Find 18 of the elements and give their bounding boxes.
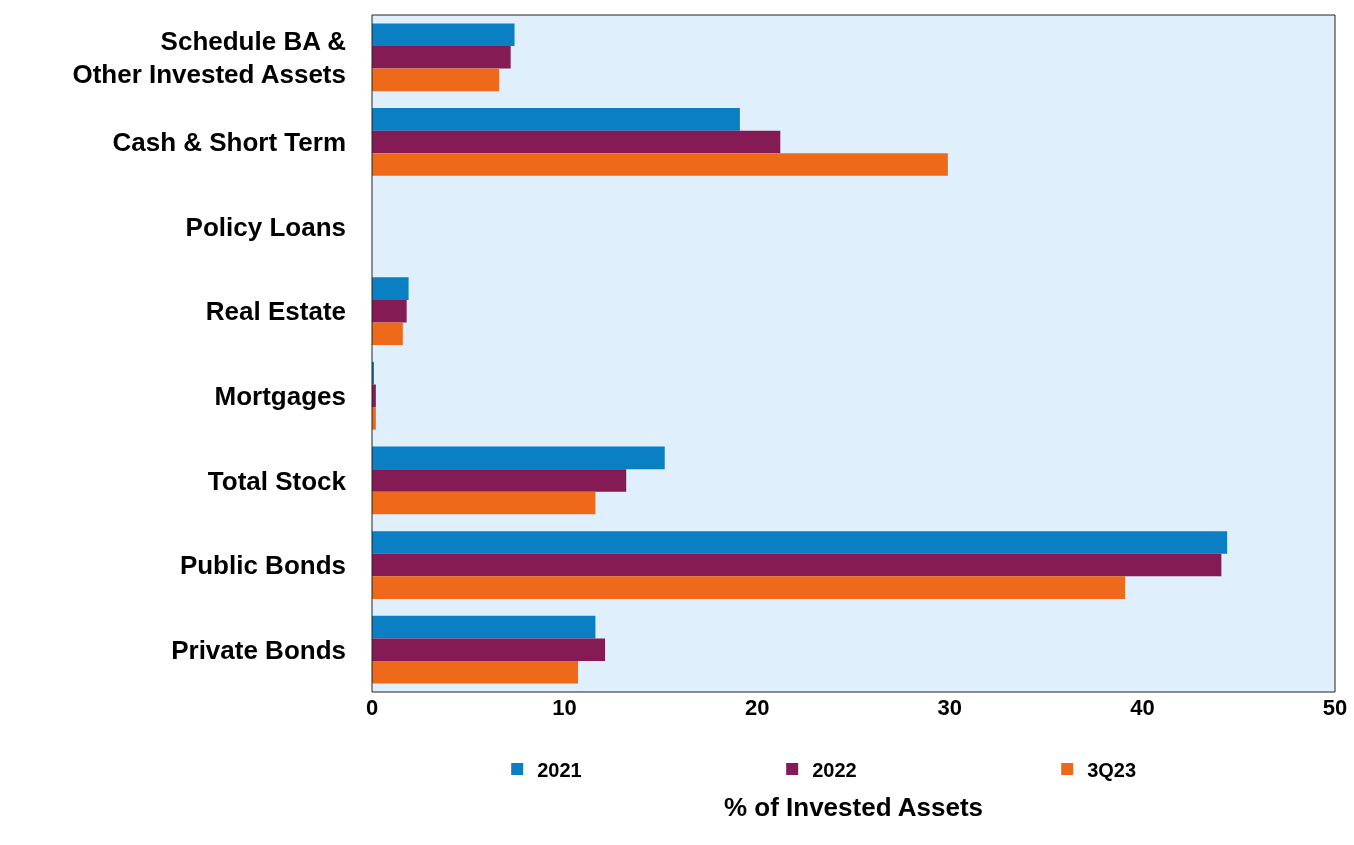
legend-label: 2022 [812,758,857,781]
x-axis-title: % of Invested Assets [723,791,984,822]
y-tick-label: Public Bonds [179,550,346,581]
x-tick-label: 0 [365,695,379,720]
legend-label: 3Q23 [1087,758,1137,781]
x-tick-label: 20 [744,695,770,720]
y-tick-label: Mortgages [214,380,346,411]
y-tick-label: Private Bonds [171,634,346,665]
x-tick-label: 10 [552,695,577,720]
y-tick-label: Cash & Short Term [112,127,346,158]
y-tick-label: Total Stock [207,465,347,496]
y-tick-label: Policy Loans [185,211,346,242]
x-tick-label: 40 [1130,695,1155,720]
y-tick-label: Schedule BA & Other Invested Assets [72,25,346,90]
legend-label: 2021 [537,758,582,781]
x-tick-label: 50 [1322,695,1348,720]
y-tick-label: Real Estate [205,296,346,327]
x-tick-label: 30 [937,695,963,720]
